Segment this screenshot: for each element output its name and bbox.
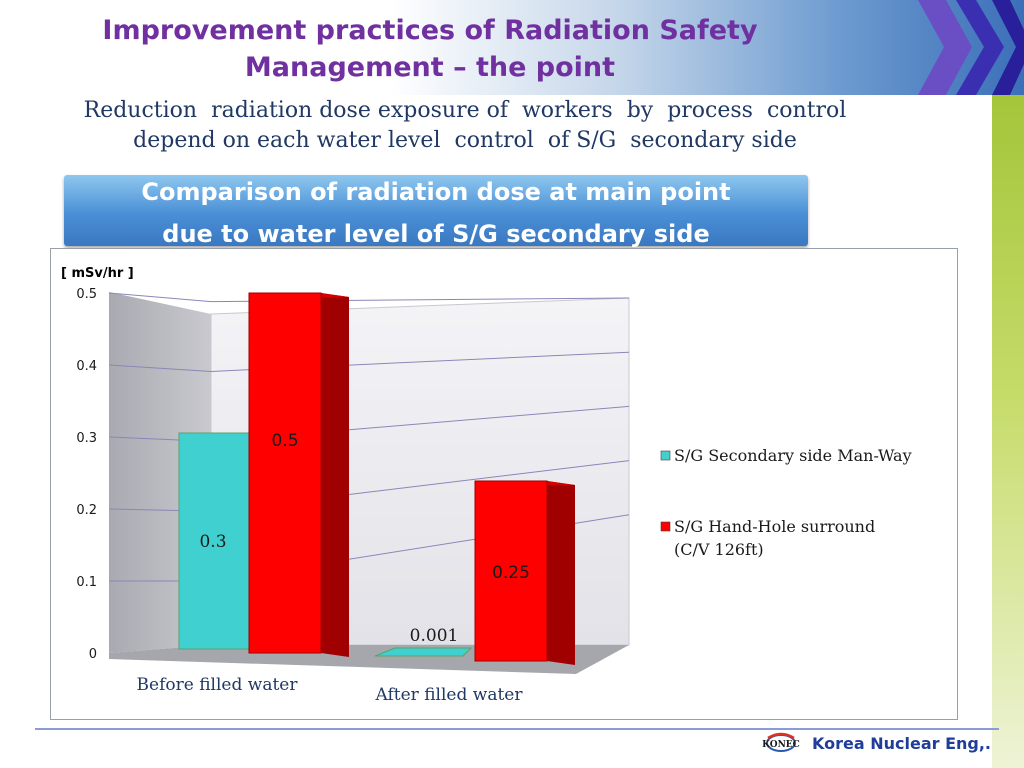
y-tick-label: 0.1 [76,575,97,590]
gridline [108,364,212,372]
bar-manway-after [374,647,473,657]
chevron-2-icon [956,0,1004,95]
y-tick-label: 0.5 [76,287,97,302]
legend-label: S/G Secondary side Man-Way [674,446,912,465]
subtitle-line-1: Reduction radiation dose exposure of wor… [83,98,847,123]
svg-text:KONEC: KONEC [762,740,800,750]
y-unit-label: [ mSv/hr ] [61,266,134,281]
x-category-label: After filled water [375,685,524,705]
bar-handhole-before [248,292,322,654]
y-tick-label: 0 [89,647,97,662]
gridline [108,292,212,303]
bar-handhole-before-side [321,293,349,657]
subtitle-line-2: depend on each water level control of S/… [133,128,797,153]
legend-swatch [660,450,671,461]
x-category-label: Before filled water [137,675,299,695]
legend-swatch [660,521,671,532]
y-tick-label: 0.4 [76,359,97,374]
y-tick-label: 0.2 [76,503,97,518]
bar-handhole-after [474,480,548,662]
chart-banner: Comparison of radiation dose at main poi… [64,175,808,248]
slide-title: Improvement practices of Radiation Safet… [102,15,758,83]
legend-label: (C/V 126ft) [674,540,764,559]
banner-line-1: Comparison of radiation dose at main poi… [141,178,731,206]
konec-logo: KONEC [762,732,800,752]
right-accent-strip [992,95,1024,768]
bar-manway-before [178,432,252,650]
bar-chart: 0 0.1 0.2 0.3 0.4 0.5 [ mSv/hr ] 0.3 0.001 0.5 0.2… [61,266,912,705]
data-label: 0.25 [492,563,530,583]
footer-divider [35,728,999,730]
slide-subtitle: Reduction radiation dose exposure of wor… [30,96,900,156]
header-chevrons [918,0,1024,95]
data-label: 0.3 [199,532,226,552]
chevron-1-icon [918,0,972,95]
legend-label: S/G Hand-Hole surround [674,517,875,536]
chart-frame: 0 0.1 0.2 0.3 0.4 0.5 [ mSv/hr ] 0.3 0.001 0.5 0.2… [50,248,958,720]
data-label: 0.001 [410,626,459,646]
banner-line-2: due to water level of S/G secondary side [162,220,710,248]
data-label: 0.5 [271,431,298,451]
bar-handhole-after-side [547,481,575,665]
footer-company: Korea Nuclear Eng,. [812,734,992,753]
y-tick-label: 0.3 [76,431,97,446]
header-band [0,0,1024,95]
chevron-3-icon [992,0,1024,95]
